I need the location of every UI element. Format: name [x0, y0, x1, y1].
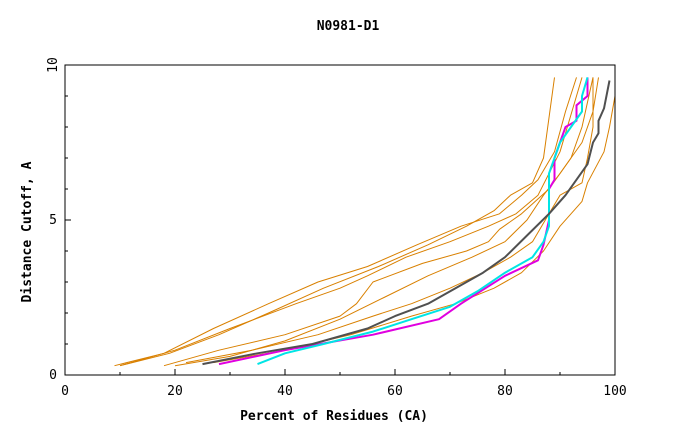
x-tick-label: 0 [61, 384, 69, 399]
series-line-orange-2 [114, 77, 577, 367]
series-layer [114, 77, 616, 367]
y-axis-label: Distance Cutoff, A [20, 161, 35, 302]
x-tick-label: 40 [277, 384, 293, 399]
x-tick-label: 60 [387, 384, 403, 399]
series-line-cyan [257, 77, 589, 366]
plot-frame [64, 64, 616, 376]
series-line-orange-5 [174, 77, 599, 367]
y-tick-label: 10 [46, 57, 61, 73]
x-tick-label: 80 [497, 384, 513, 399]
y-tick-label: 5 [49, 213, 57, 228]
axis-layer: 0 20 40 60 80 100 0 5 10 [46, 57, 627, 399]
y-tick-label: 0 [49, 368, 57, 383]
series-line-gray [202, 80, 611, 366]
chart-title: N0981-D1 [317, 19, 380, 34]
x-axis-label: Percent of Residues (CA) [240, 409, 428, 424]
x-tick-label: 20 [167, 384, 183, 399]
series-line-orange-3 [119, 77, 555, 367]
series-line-orange-7 [213, 77, 616, 364]
x-tick-label: 100 [603, 384, 626, 399]
